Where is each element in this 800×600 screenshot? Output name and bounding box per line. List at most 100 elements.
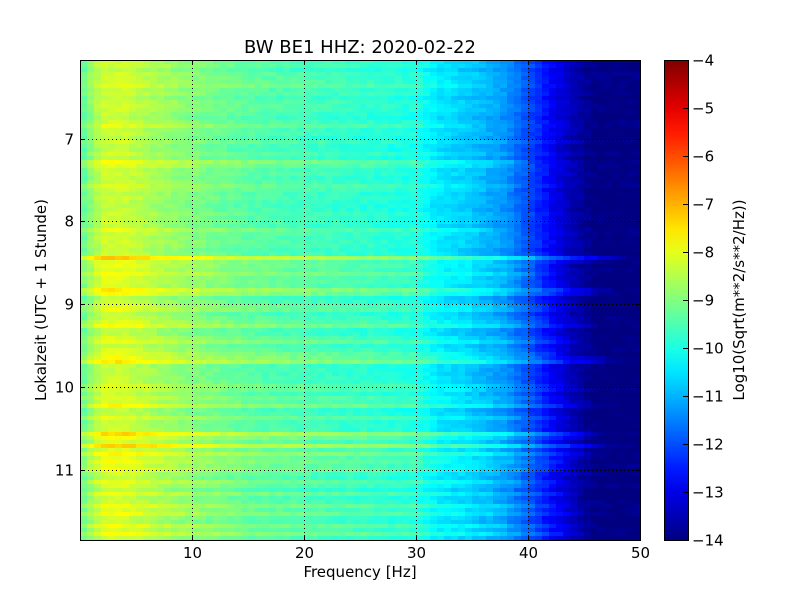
heatmap-cell — [465, 180, 473, 185]
heatmap-cell — [500, 92, 508, 97]
heatmap-cell — [409, 204, 417, 209]
heatmap-cell — [479, 200, 487, 205]
heatmap-cell — [101, 304, 109, 309]
heatmap-cell — [87, 284, 95, 289]
heatmap-cell — [619, 164, 627, 169]
heatmap-cell — [234, 60, 242, 65]
heatmap-cell — [122, 264, 130, 269]
heatmap-cell — [521, 96, 529, 101]
heatmap-cell — [304, 224, 312, 229]
heatmap-cell — [556, 228, 564, 233]
heatmap-cell — [318, 272, 326, 277]
heatmap-cell — [108, 156, 116, 161]
heatmap-cell — [570, 212, 578, 217]
heatmap-cell — [234, 300, 242, 305]
heatmap-cell — [521, 172, 529, 177]
heatmap-cell — [563, 200, 571, 205]
heatmap-cell — [486, 192, 494, 197]
heatmap-cell — [339, 208, 347, 213]
heatmap-cell — [318, 240, 326, 245]
heatmap-cell — [521, 184, 529, 189]
heatmap-cell — [633, 200, 641, 205]
heatmap-cell — [486, 144, 494, 149]
heatmap-cell — [577, 304, 585, 309]
heatmap-cell — [500, 216, 508, 221]
heatmap-cell — [584, 112, 592, 117]
heatmap-cell — [80, 304, 88, 309]
heatmap-cell — [626, 168, 634, 173]
heatmap-cell — [458, 112, 466, 117]
heatmap-cell — [430, 64, 438, 69]
heatmap-cell — [101, 176, 109, 181]
heatmap-cell — [311, 164, 319, 169]
heatmap-cell — [514, 260, 522, 265]
heatmap-cell — [521, 296, 529, 301]
heatmap-cell — [332, 244, 340, 249]
heatmap-cell — [402, 144, 410, 149]
heatmap-cell — [486, 184, 494, 189]
heatmap-cell — [542, 252, 550, 257]
heatmap-cell — [626, 128, 634, 133]
heatmap-cell — [290, 184, 298, 189]
heatmap-cell — [360, 280, 368, 285]
heatmap-cell — [304, 136, 312, 141]
heatmap-cell — [234, 192, 242, 197]
heatmap-cell — [276, 304, 284, 309]
heatmap-cell — [220, 120, 228, 125]
heatmap-cell — [213, 132, 221, 137]
heatmap-cell — [122, 156, 130, 161]
heatmap-cell — [234, 84, 242, 89]
heatmap-cell — [339, 224, 347, 229]
heatmap-cell — [409, 92, 417, 97]
heatmap-cell — [353, 276, 361, 281]
heatmap-cell — [500, 112, 508, 117]
heatmap-cell — [423, 260, 431, 265]
heatmap-cell — [150, 264, 158, 269]
heatmap-cell — [409, 304, 417, 309]
heatmap-cell — [479, 204, 487, 209]
heatmap-cell — [437, 112, 445, 117]
heatmap-cell — [80, 176, 88, 181]
heatmap-cell — [570, 252, 578, 257]
heatmap-cell — [444, 240, 452, 245]
heatmap-cell — [458, 280, 466, 285]
heatmap-cell — [220, 248, 228, 253]
heatmap-cell — [276, 164, 284, 169]
heatmap-cell — [115, 180, 123, 185]
heatmap-cell — [605, 260, 613, 265]
heatmap-cell — [444, 60, 452, 65]
heatmap-cell — [325, 84, 333, 89]
heatmap-cell — [206, 144, 214, 149]
heatmap-cell — [325, 144, 333, 149]
heatmap-cell — [157, 172, 165, 177]
heatmap-cell — [353, 196, 361, 201]
heatmap-cell — [192, 104, 200, 109]
heatmap-cell — [458, 256, 466, 261]
heatmap-cell — [129, 124, 137, 129]
heatmap-cell — [171, 96, 179, 101]
heatmap-cell — [472, 128, 480, 133]
heatmap-cell — [255, 196, 263, 201]
heatmap-cell — [199, 188, 207, 193]
heatmap-cell — [444, 180, 452, 185]
heatmap-cell — [416, 244, 424, 249]
heatmap-cell — [318, 192, 326, 197]
heatmap-cell — [612, 192, 620, 197]
heatmap-cell — [136, 256, 144, 261]
heatmap-cell — [171, 100, 179, 105]
heatmap-cell — [192, 200, 200, 205]
heatmap-cell — [556, 252, 564, 257]
heatmap-cell — [234, 152, 242, 157]
heatmap-cell — [143, 108, 151, 113]
heatmap-cell — [521, 252, 529, 257]
heatmap-cell — [507, 216, 515, 221]
heatmap-cell — [563, 112, 571, 117]
heatmap-cell — [479, 272, 487, 277]
heatmap-cell — [360, 228, 368, 233]
heatmap-cell — [248, 144, 256, 149]
heatmap-cell — [206, 88, 214, 93]
heatmap-cell — [143, 200, 151, 205]
heatmap-cell — [234, 172, 242, 177]
heatmap-cell — [332, 200, 340, 205]
heatmap-cell — [388, 68, 396, 73]
